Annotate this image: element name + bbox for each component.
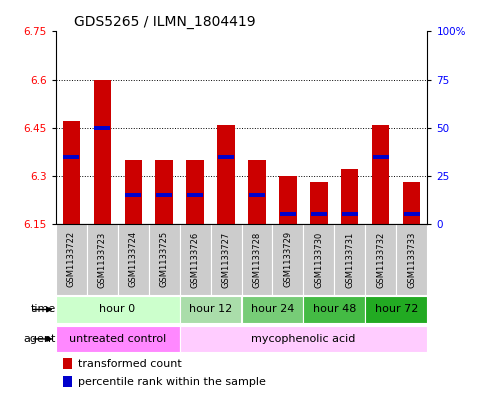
Text: time: time [30,305,56,314]
Bar [404,212,420,217]
Text: hour 24: hour 24 [251,305,294,314]
Bar [341,169,358,224]
Bar [117,224,149,295]
Bar [211,224,242,295]
Bar [217,125,235,224]
Bar [180,326,427,352]
Bar [56,326,180,352]
Text: GSM1133722: GSM1133722 [67,231,75,287]
Bar [180,296,242,323]
Text: transformed count: transformed count [78,359,182,369]
Bar [180,224,211,295]
Bar [366,296,427,323]
Bar [63,154,79,159]
Bar [373,154,389,159]
Text: percentile rank within the sample: percentile rank within the sample [78,376,266,387]
Bar [242,224,272,295]
Text: GSM1133724: GSM1133724 [128,231,138,287]
Bar [303,296,366,323]
Bar [62,121,80,224]
Text: GDS5265 / ILMN_1804419: GDS5265 / ILMN_1804419 [74,15,256,29]
Text: hour 72: hour 72 [375,305,418,314]
Bar [366,224,397,295]
Text: mycophenolic acid: mycophenolic acid [251,334,355,344]
Text: GSM1133733: GSM1133733 [408,231,416,288]
Text: GSM1133725: GSM1133725 [159,231,169,287]
Bar [149,224,180,295]
Bar [403,182,421,224]
Bar [312,212,327,217]
Bar [63,358,72,369]
Bar [334,224,366,295]
Bar [187,193,203,197]
Text: hour 48: hour 48 [313,305,356,314]
Text: GSM1133730: GSM1133730 [314,231,324,288]
Text: GSM1133723: GSM1133723 [98,231,107,288]
Bar [249,193,265,197]
Bar [280,176,297,224]
Text: untreated control: untreated control [69,334,166,344]
Bar [156,160,172,224]
Bar [342,212,357,217]
Bar [218,154,234,159]
Text: GSM1133728: GSM1133728 [253,231,261,288]
Bar [248,160,266,224]
Text: hour 12: hour 12 [189,305,232,314]
Text: agent: agent [23,334,56,344]
Bar [86,224,117,295]
Bar [186,160,203,224]
Text: GSM1133726: GSM1133726 [190,231,199,288]
Bar [94,80,111,224]
Bar [63,376,72,387]
Bar [56,296,180,323]
Bar [94,126,110,130]
Bar [280,212,296,217]
Text: GSM1133729: GSM1133729 [284,231,293,287]
Bar [372,125,389,224]
Text: GSM1133731: GSM1133731 [345,231,355,288]
Bar [272,224,303,295]
Text: hour 0: hour 0 [99,305,136,314]
Text: GSM1133732: GSM1133732 [376,231,385,288]
Bar [303,224,334,295]
Bar [56,224,86,295]
Bar [156,193,171,197]
Text: GSM1133727: GSM1133727 [222,231,230,288]
Bar [397,224,427,295]
Bar [125,160,142,224]
Bar [242,296,303,323]
Bar [126,193,141,197]
Bar [311,182,327,224]
